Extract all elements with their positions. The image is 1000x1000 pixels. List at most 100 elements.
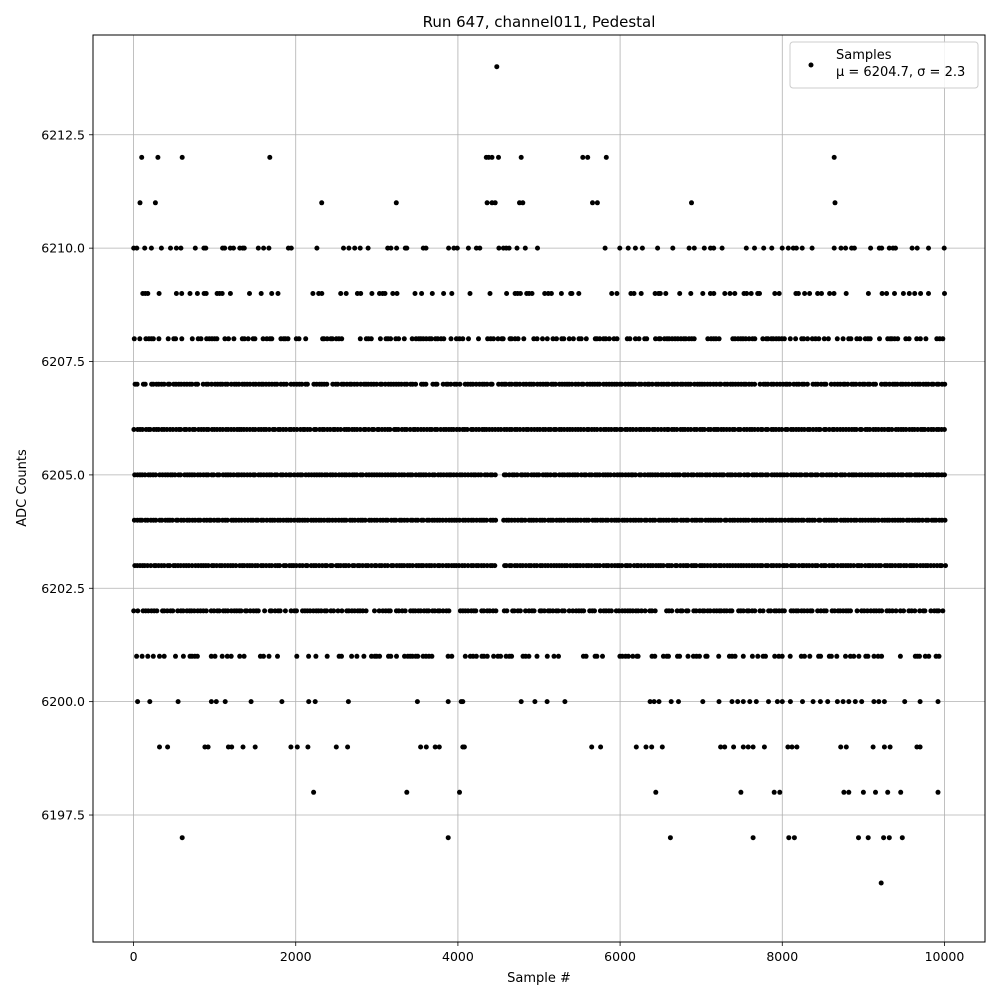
data-point xyxy=(319,200,324,205)
data-point xyxy=(792,835,797,840)
data-point xyxy=(741,654,746,659)
data-point xyxy=(637,336,642,341)
data-point xyxy=(366,246,371,251)
data-point xyxy=(769,246,774,251)
data-point xyxy=(722,745,727,750)
data-point xyxy=(496,155,501,160)
data-point xyxy=(800,246,805,251)
data-point xyxy=(229,745,234,750)
data-point xyxy=(856,835,861,840)
data-point xyxy=(907,291,912,296)
data-point xyxy=(364,608,369,613)
data-point xyxy=(178,246,183,251)
data-point xyxy=(341,246,346,251)
y-tick-label: 6205.0 xyxy=(41,467,85,482)
data-point xyxy=(866,835,871,840)
data-point xyxy=(339,336,344,341)
data-point xyxy=(437,745,442,750)
data-point xyxy=(926,291,931,296)
data-point xyxy=(859,699,864,704)
data-point xyxy=(747,699,752,704)
data-point xyxy=(716,654,721,659)
data-point xyxy=(501,336,506,341)
data-point xyxy=(943,563,948,568)
data-point xyxy=(626,246,631,251)
data-point xyxy=(761,608,766,613)
data-point xyxy=(388,336,393,341)
data-point xyxy=(688,291,693,296)
data-point xyxy=(229,654,234,659)
data-point xyxy=(220,291,225,296)
data-point xyxy=(395,291,400,296)
data-point xyxy=(788,654,793,659)
data-point xyxy=(139,155,144,160)
data-point xyxy=(732,291,737,296)
data-point xyxy=(879,654,884,659)
data-point xyxy=(473,608,478,613)
data-point xyxy=(802,654,807,659)
data-point xyxy=(346,246,351,251)
data-point xyxy=(885,790,890,795)
data-point xyxy=(749,291,754,296)
data-point xyxy=(754,699,759,704)
data-point xyxy=(884,291,889,296)
x-tick-label: 2000 xyxy=(280,949,312,964)
data-point xyxy=(882,745,887,750)
data-point xyxy=(556,654,561,659)
data-point xyxy=(275,654,280,659)
data-point xyxy=(474,654,479,659)
data-point xyxy=(137,336,142,341)
data-point xyxy=(826,336,831,341)
data-point xyxy=(766,699,771,704)
data-point xyxy=(220,654,225,659)
data-point xyxy=(918,745,923,750)
data-point xyxy=(761,246,766,251)
data-point xyxy=(132,336,137,341)
data-point xyxy=(435,382,440,387)
data-point xyxy=(900,835,905,840)
data-point xyxy=(195,382,200,387)
data-point xyxy=(615,336,620,341)
data-point xyxy=(589,745,594,750)
data-point xyxy=(540,336,545,341)
data-point xyxy=(179,336,184,341)
data-point xyxy=(576,291,581,296)
data-point xyxy=(457,790,462,795)
data-point xyxy=(334,745,339,750)
data-point xyxy=(733,654,738,659)
data-point xyxy=(180,835,185,840)
data-point xyxy=(239,608,244,613)
data-point xyxy=(669,608,674,613)
data-point xyxy=(396,336,401,341)
data-point xyxy=(746,745,751,750)
data-point xyxy=(493,608,498,613)
data-point xyxy=(457,382,462,387)
data-point xyxy=(165,745,170,750)
data-point xyxy=(157,291,162,296)
data-point xyxy=(846,790,851,795)
data-point xyxy=(898,790,903,795)
data-point xyxy=(824,608,829,613)
data-point xyxy=(559,291,564,296)
data-point xyxy=(692,336,697,341)
data-point xyxy=(600,654,605,659)
data-point xyxy=(466,336,471,341)
data-point xyxy=(449,654,454,659)
data-point xyxy=(372,608,377,613)
data-point xyxy=(901,291,906,296)
data-point xyxy=(228,291,233,296)
data-point xyxy=(173,654,178,659)
data-point xyxy=(595,200,600,205)
data-point xyxy=(278,608,283,613)
data-point xyxy=(449,336,454,341)
data-point xyxy=(338,291,343,296)
data-point xyxy=(157,654,162,659)
data-point xyxy=(936,790,941,795)
data-point xyxy=(378,336,383,341)
data-point xyxy=(901,608,906,613)
data-point xyxy=(936,699,941,704)
data-point xyxy=(404,790,409,795)
data-point xyxy=(609,608,614,613)
data-point xyxy=(209,699,214,704)
data-point xyxy=(653,608,658,613)
